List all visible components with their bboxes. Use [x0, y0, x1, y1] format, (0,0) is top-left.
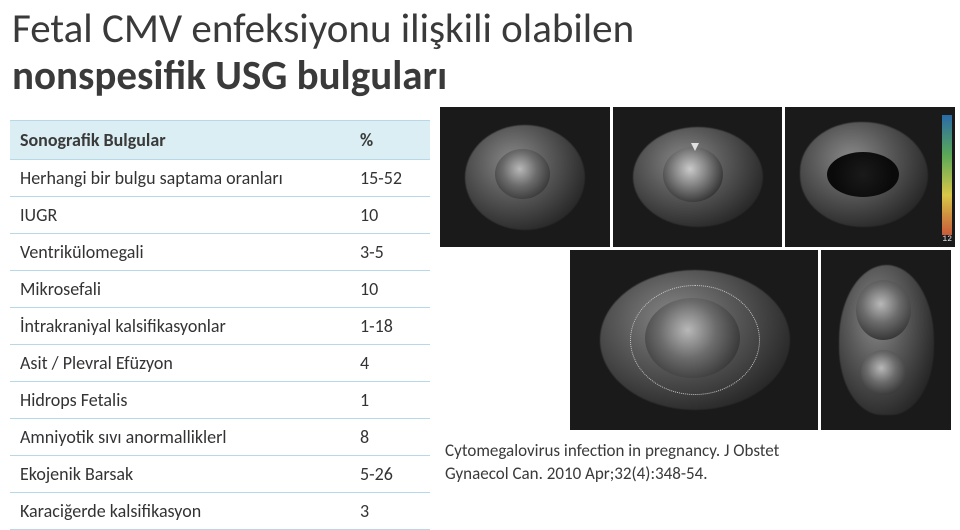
- header-col2: %: [350, 121, 430, 160]
- ultrasound-image-3: 12: [785, 107, 955, 247]
- citation-text: Cytomegalovirus infection in pregnancy. …: [445, 440, 945, 486]
- citation-line2: Gynaecol Can. 2010 Apr;32(4):348-54.: [445, 463, 708, 484]
- title-line2: nonspesifik USG bulguları: [12, 51, 447, 101]
- table-row: Ekojenik Barsak5-26: [10, 456, 430, 493]
- table-row: İntrakraniyal kalsifikasyonlar1-18: [10, 308, 430, 345]
- table-row: Mikrosefali10: [10, 271, 430, 308]
- table-row: Karaciğerde kalsifikasyon3: [10, 493, 430, 530]
- table-row: Ventrikülomegali3-5: [10, 234, 430, 271]
- citation-line1: Cytomegalovirus infection in pregnancy. …: [445, 440, 779, 461]
- title-line1: Fetal CMV enfeksiyonu ilişkili olabilen: [12, 4, 634, 54]
- ultrasound-image-4: [570, 250, 818, 430]
- table-row: Herhangi bir bulgu saptama oranları15-52: [10, 160, 430, 197]
- header-col1: Sonografik Bulgular: [10, 121, 350, 160]
- table-row: IUGR10: [10, 197, 430, 234]
- table-row: Amniyotik sıvı anormalliklerl8: [10, 419, 430, 456]
- table-row: Hidrops Fetalis1: [10, 382, 430, 419]
- slide-title: Fetal CMV enfeksiyonu ilişkili olabilen …: [12, 6, 634, 100]
- ultrasound-image-5: [821, 250, 951, 430]
- image-label: 12: [942, 235, 952, 244]
- table-row: Asit / Plevral Efüzyon4: [10, 345, 430, 382]
- ultrasound-image-2: [613, 107, 783, 247]
- table-header-row: Sonografik Bulgular %: [10, 121, 430, 160]
- ultrasound-panel: 12: [440, 107, 955, 430]
- ultrasound-image-1: [440, 107, 610, 247]
- findings-table: Sonografik Bulgular % Herhangi bir bulgu…: [10, 120, 430, 530]
